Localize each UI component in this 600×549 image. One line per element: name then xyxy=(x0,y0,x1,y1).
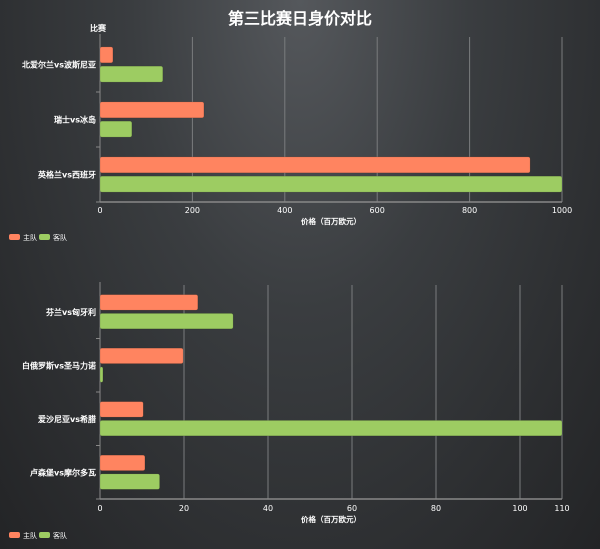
bar-away xyxy=(99,473,160,490)
x-tick-label: 400 xyxy=(277,206,292,215)
bar-away xyxy=(99,120,133,138)
bar-home xyxy=(99,156,531,174)
x-tick-label: 40 xyxy=(263,504,273,513)
y-category-label: 瑞士vs冰岛 xyxy=(54,115,96,125)
x-tick-label: 800 xyxy=(462,206,477,215)
bar-away xyxy=(99,366,104,383)
bar-away xyxy=(99,313,234,330)
bar-away xyxy=(99,175,563,193)
legend-swatch-home xyxy=(9,532,20,538)
bar-away xyxy=(99,420,563,437)
legend-swatch-home xyxy=(9,234,20,240)
bar-home xyxy=(99,347,184,364)
x-axis-title: 价格（百万欧元） xyxy=(301,216,361,226)
y-category-label: 爱沙尼亚vs希腊 xyxy=(38,414,96,424)
y-category-label: 英格兰vs西班牙 xyxy=(37,170,96,180)
x-axis-title: 价格（百万欧元） xyxy=(301,514,361,524)
bar-home xyxy=(99,454,146,471)
bar-home xyxy=(99,401,144,418)
y-axis-title: 比赛 xyxy=(90,23,107,33)
chart-1: 0 200 400 600 800 1000 价格（百万欧元） 北爱尔兰vs波斯尼亚瑞士vs冰… xyxy=(9,34,572,242)
x-tick-label: 0 xyxy=(97,504,102,513)
x-tick-label: 600 xyxy=(370,206,385,215)
bar-home xyxy=(99,46,114,64)
chart-title: 第三比赛日身价对比 xyxy=(228,9,372,28)
x-tick-label: 0 xyxy=(97,206,102,215)
legend-label: 主队 xyxy=(23,233,37,242)
x-tick-label: 20 xyxy=(179,504,189,513)
legend-swatch-away xyxy=(39,234,50,240)
y-category-label: 北爱尔兰vs波斯尼亚 xyxy=(22,60,96,70)
bar-home xyxy=(99,101,205,119)
y-category-label: 卢森堡vs摩尔多瓦 xyxy=(30,467,96,477)
x-tick-label: 1000 xyxy=(552,206,572,215)
bar-home xyxy=(99,294,199,311)
x-tick-label: 100 xyxy=(512,504,527,513)
legend-swatch-away xyxy=(39,532,50,538)
x-tick-label: 110 xyxy=(554,504,569,513)
chart-2: 0 20 40 60 80 100 110 价格（百万欧元） 芬兰vs匈牙利白俄罗斯vs圣马力诺… xyxy=(9,282,570,540)
x-tick-label: 80 xyxy=(431,504,441,513)
y-category-label: 芬兰vs匈牙利 xyxy=(45,307,96,317)
legend-label: 客队 xyxy=(53,531,67,540)
legend-label: 主队 xyxy=(23,531,37,540)
y-category-label: 白俄罗斯vs圣马力诺 xyxy=(22,360,96,370)
x-tick-label: 60 xyxy=(347,504,357,513)
bar-away xyxy=(99,65,164,83)
x-tick-label: 200 xyxy=(185,206,200,215)
legend-label: 客队 xyxy=(53,233,67,242)
